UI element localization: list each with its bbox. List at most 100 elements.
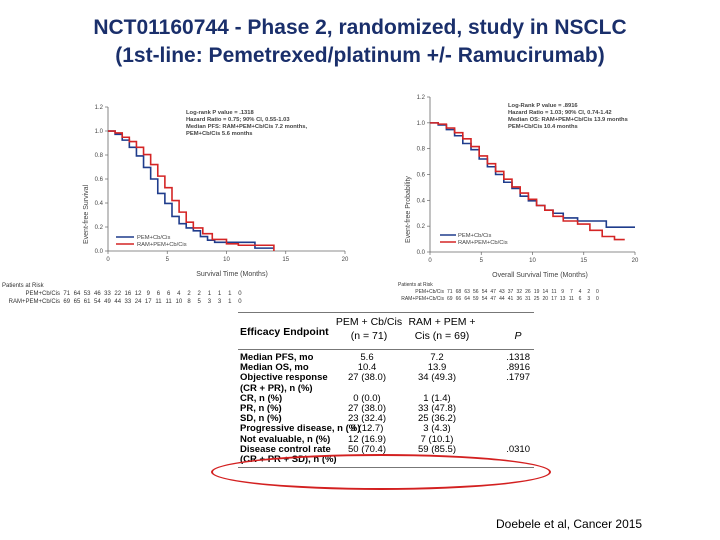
os-risk-values: 71 68 63 56 54 47 43 37 32 26 19 14 11 9 7 4 2 0 xyxy=(445,289,601,295)
table-row: Disease control rate 50 (70.4) 59 (85.5) .0… xyxy=(238,443,534,455)
pfs-risk-table: Patients at Risk PEM+Cb/Cis 71 64 53 46 33 22… xyxy=(2,282,245,306)
os-risk-value: 63 xyxy=(464,289,470,295)
header-arm1-line1: PEM + Cb/Cis xyxy=(335,316,403,328)
y-tick-label: 0.2 xyxy=(95,225,104,231)
table-row: Objective response 27 (38.0) 34 (49.3) .179… xyxy=(238,373,534,383)
pfs-km-plot: Event-free Survival Survival Time (Month… xyxy=(78,94,358,280)
os-risk-value: 19 xyxy=(533,289,540,295)
highlight-oval xyxy=(211,454,551,490)
row-arm2-value: 59 (85.5) xyxy=(417,443,457,455)
pfs-curve-ram xyxy=(108,130,275,251)
pfs-risk-value: 6 xyxy=(166,291,171,297)
row-arm1-value: 9 (12.7) xyxy=(350,423,384,435)
os-stat-line: PEM+Cb/Cis 10.4 months xyxy=(508,124,578,130)
header-arm2-line2: Cis (n = 69) xyxy=(414,330,470,342)
pfs-risk-value: 8 xyxy=(187,299,191,305)
pfs-stat-line: Hazard Ratio = 0.75; 90% CI, 0.55-1.03 xyxy=(186,117,290,123)
os-curve-pem xyxy=(430,122,635,228)
row-p-value: .1318 xyxy=(506,352,530,363)
os-km-plot: Event-free Probability Overall Survival … xyxy=(398,88,648,280)
os-risk-value: 68 xyxy=(455,289,462,295)
os-ylabel: Event-free Probability xyxy=(405,176,412,243)
table-row: Progressive disease, n (%) 9 (12.7) 3 (4.3… xyxy=(238,424,534,434)
os-stat-line: Hazard Ratio = 1.03; 90% CI, 0.74-1.42 xyxy=(508,110,612,116)
pfs-risk-value: 22 xyxy=(114,291,122,297)
row-arm2-value: 25 (36.2) xyxy=(417,413,457,425)
row-arm2-value: 1 (1.4) xyxy=(423,392,451,404)
pfs-risk-value: 1 xyxy=(228,299,232,305)
os-risk-value: 14 xyxy=(542,289,549,295)
table-row: CR, n (%) 0 (0.0) 1 (1.4) xyxy=(238,392,534,404)
pfs-stat-line: PEM+Cb/Cis 5.6 months xyxy=(186,131,253,137)
os-risk-value: 7 xyxy=(569,289,573,295)
pfs-risk-value: 2 xyxy=(197,291,201,297)
pfs-risk-value: 2 xyxy=(187,291,191,297)
y-tick-label: 0.4 xyxy=(95,201,104,207)
y-tick-label: 0.6 xyxy=(95,177,104,183)
row-p-value: .1797 xyxy=(506,372,530,384)
os-risk-value: 47 xyxy=(490,296,496,302)
os-risk-value: 0 xyxy=(596,296,599,302)
table-row: Not evaluable, n (%) 12 (16.9) 7 (10.1) xyxy=(238,433,534,445)
os-km-svg: Event-free Probability Overall Survival … xyxy=(405,95,639,279)
os-risk-value: 64 xyxy=(464,296,470,302)
row-arm2-value: 3 (4.3) xyxy=(423,423,451,435)
row-endpoint: Objective response xyxy=(240,372,328,384)
y-tick-label: 0.8 xyxy=(417,147,426,153)
x-tick-label: 15 xyxy=(580,258,587,264)
os-risk-value: 43 xyxy=(499,289,505,295)
pfs-risk-value: 49 xyxy=(104,299,111,305)
os-risk-value: 54 xyxy=(481,296,488,302)
pfs-risk-value: 1 xyxy=(207,291,212,297)
y-tick-label: 1.2 xyxy=(417,95,426,101)
os-stat-line: Log-Rank P value = .8916 xyxy=(508,103,578,109)
pfs-risk-value: 69 xyxy=(63,299,71,305)
pfs-risk-value: 11 xyxy=(155,299,162,305)
row-arm1-value: 23 (32.4) xyxy=(347,413,387,425)
x-tick-label: 5 xyxy=(480,258,484,264)
os-risk-value: 71 xyxy=(446,289,453,295)
header-p: P xyxy=(514,330,522,342)
title-line-2: (1st-line: Pemetrexed/platinum +/- Ramuc… xyxy=(115,44,605,67)
row-arm2-value: 33 (47.8) xyxy=(417,402,457,414)
pfs-risk-value: 61 xyxy=(83,299,91,305)
pfs-risk-value: 54 xyxy=(93,299,101,305)
x-tick-label: 20 xyxy=(632,258,639,264)
x-tick-label: 10 xyxy=(529,258,536,264)
pfs-stat-line: Median PFS: RAM+PEM+Cb/Cis 7.2 months, xyxy=(186,124,307,130)
pfs-legend: PEM+Cb/Cis RAM+PEM+Cb/Cis xyxy=(116,235,187,248)
os-risk-value: 56 xyxy=(473,289,479,295)
pfs-risk-value: 4 xyxy=(177,291,181,297)
os-risk-value: 26 xyxy=(525,289,531,295)
os-risk-row: RAM+PEM+Cb/Cis 69 66 64 59 54 47 44 41 36 31 25 20 1… xyxy=(398,296,602,303)
row-endpoint: (CR + PR), n (%) xyxy=(240,382,313,394)
pfs-risk-value: 24 xyxy=(134,299,142,305)
table-row: Median PFS, mo 5.6 7.2 .1318 xyxy=(238,352,534,363)
os-risk-value: 41 xyxy=(507,296,514,302)
x-tick-label: 20 xyxy=(342,257,349,263)
pfs-risk-value: 3 xyxy=(217,299,222,305)
row-arm1-value: 27 (38.0) xyxy=(347,372,387,384)
y-tick-label: 0.2 xyxy=(417,224,426,230)
os-risk-table: Patients at Risk PEM+Cb/Cis 71 68 63 56 54 47… xyxy=(398,282,602,303)
x-tick-label: 0 xyxy=(106,257,110,263)
os-risk-value: 17 xyxy=(551,296,557,302)
pfs-risk-value: 11 xyxy=(165,299,172,305)
pfs-risk-label: PEM+Cb/Cis xyxy=(25,291,60,297)
os-risk-value: 59 xyxy=(473,296,479,302)
pfs-risk-value: 46 xyxy=(93,291,101,297)
os-risk-values: 69 66 64 59 54 47 44 41 36 31 25 20 17 13 11 6 3 0 xyxy=(445,296,601,302)
os-risk-value: 3 xyxy=(587,296,591,302)
pfs-stats: Log-rank P value = .1318 Hazard Ratio = … xyxy=(186,110,307,137)
os-stats: Log-Rank P value = .8916 Hazard Ratio = … xyxy=(508,103,628,130)
pfs-xlabel: Survival Time (Months) xyxy=(196,271,268,278)
y-tick-label: 0.6 xyxy=(417,173,426,179)
x-tick-label: 10 xyxy=(223,257,230,263)
os-risk-label: PEM+Cb/Cis xyxy=(415,289,444,295)
os-curve-ram xyxy=(430,122,625,241)
pfs-risk-value: 3 xyxy=(207,299,212,305)
pfs-risk-value: 0 xyxy=(238,291,242,297)
slide-title: NCT01160744 - Phase 2, randomized, study… xyxy=(0,14,720,70)
row-endpoint: Not evaluable, n (%) xyxy=(240,433,331,445)
row-endpoint: Progressive disease, n (%) xyxy=(240,423,361,435)
